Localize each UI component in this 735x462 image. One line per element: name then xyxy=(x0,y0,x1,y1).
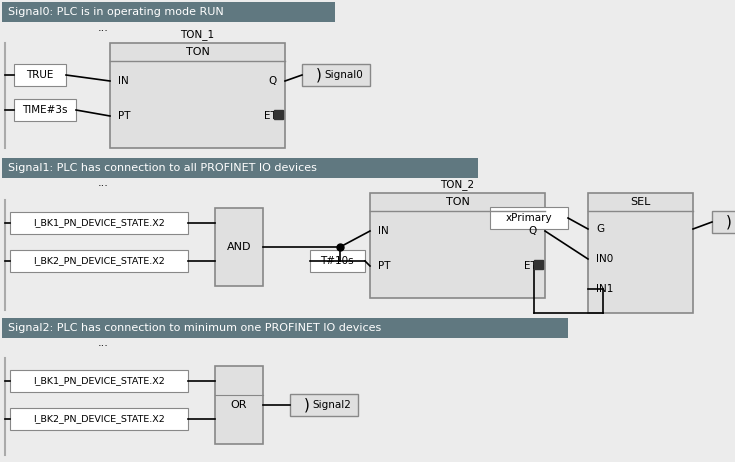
Text: Signal2: Signal2 xyxy=(312,400,351,410)
Bar xyxy=(588,193,693,313)
Text: TON_1: TON_1 xyxy=(180,30,215,41)
Bar xyxy=(712,211,735,233)
Text: Q: Q xyxy=(528,226,537,236)
Bar xyxy=(10,250,188,272)
Text: IN0: IN0 xyxy=(596,254,613,264)
Text: ...: ... xyxy=(98,23,109,33)
Text: I_BK2_PN_DEVICE_STATE.X2: I_BK2_PN_DEVICE_STATE.X2 xyxy=(33,414,165,424)
Text: TON_2: TON_2 xyxy=(440,180,475,190)
Text: Signal2: PLC has connection to minimum one PROFINET IO devices: Signal2: PLC has connection to minimum o… xyxy=(8,323,381,333)
Text: PT: PT xyxy=(378,261,390,271)
Text: IN: IN xyxy=(378,226,389,236)
Text: I_BK2_PN_DEVICE_STATE.X2: I_BK2_PN_DEVICE_STATE.X2 xyxy=(33,256,165,266)
Bar xyxy=(490,207,568,229)
Text: IN: IN xyxy=(118,76,129,86)
Bar xyxy=(2,2,335,22)
Bar xyxy=(370,193,545,298)
Bar xyxy=(215,208,263,286)
Text: IN1: IN1 xyxy=(596,284,614,294)
Text: AND: AND xyxy=(227,242,251,252)
Text: ET: ET xyxy=(265,111,277,121)
Text: Signal0: PLC is in operating mode RUN: Signal0: PLC is in operating mode RUN xyxy=(8,7,223,17)
Text: TRUE: TRUE xyxy=(26,70,54,80)
Bar xyxy=(10,408,188,430)
Bar xyxy=(302,64,370,86)
Text: ...: ... xyxy=(98,338,109,348)
Text: ): ) xyxy=(316,67,322,83)
Text: Signal0: Signal0 xyxy=(325,70,364,80)
Text: OR: OR xyxy=(231,400,247,410)
Text: ): ) xyxy=(304,397,310,413)
Text: xPrimary: xPrimary xyxy=(506,213,552,223)
Text: Q: Q xyxy=(269,76,277,86)
Bar xyxy=(14,64,66,86)
Text: TON: TON xyxy=(445,197,470,207)
Bar xyxy=(310,250,365,272)
Text: TIME#3s: TIME#3s xyxy=(22,105,68,115)
Bar xyxy=(2,158,478,178)
Bar xyxy=(10,212,188,234)
Bar xyxy=(215,366,263,444)
Text: PT: PT xyxy=(118,111,131,121)
Text: T#10s: T#10s xyxy=(320,256,354,266)
Bar xyxy=(110,43,285,148)
Bar xyxy=(10,370,188,392)
Bar xyxy=(534,260,543,269)
Text: SEL: SEL xyxy=(631,197,650,207)
Text: Signal1: PLC has connection to all PROFINET IO devices: Signal1: PLC has connection to all PROFI… xyxy=(8,163,317,173)
Bar xyxy=(290,394,358,416)
Text: ET: ET xyxy=(524,261,537,271)
Text: TON: TON xyxy=(185,47,209,57)
Text: I_BK1_PN_DEVICE_STATE.X2: I_BK1_PN_DEVICE_STATE.X2 xyxy=(33,219,165,227)
Text: I_BK1_PN_DEVICE_STATE.X2: I_BK1_PN_DEVICE_STATE.X2 xyxy=(33,377,165,385)
Text: G: G xyxy=(596,224,604,234)
Text: ...: ... xyxy=(98,178,109,188)
Text: ): ) xyxy=(726,214,732,230)
Bar xyxy=(14,99,76,121)
Bar xyxy=(2,318,568,338)
Bar xyxy=(274,110,283,119)
